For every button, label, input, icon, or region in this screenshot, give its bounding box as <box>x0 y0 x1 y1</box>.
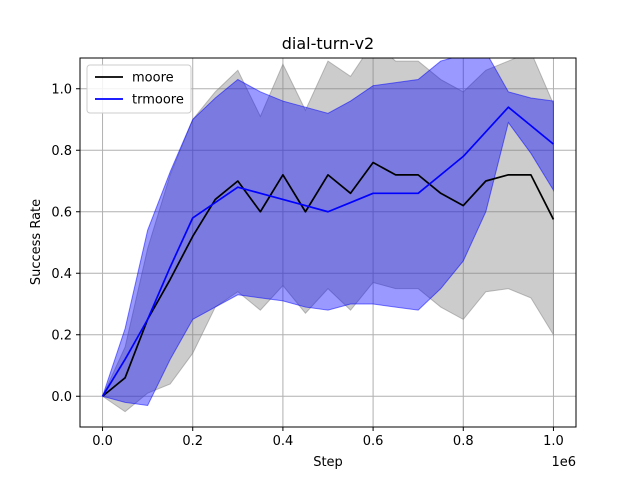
series-lines <box>101 106 555 397</box>
y-tick-label: 0.2 <box>51 328 72 343</box>
x-tick-label: 1.0 <box>543 434 564 449</box>
x-tick-label: 0.0 <box>92 434 113 449</box>
band-trmoore <box>101 58 554 407</box>
x-tick-label: 0.8 <box>453 434 474 449</box>
legend-label-trmoore: trmoore <box>132 93 184 108</box>
x-tick-label: 0.4 <box>273 434 294 449</box>
y-tick-label: 1.0 <box>51 82 72 97</box>
line-moore <box>102 161 555 397</box>
y-axis: 0.0 0.2 0.4 0.6 0.8 1.0 <box>51 82 80 405</box>
x-axis: 0.0 0.2 0.4 0.6 0.8 1.0 <box>92 427 564 449</box>
chart-title: dial-turn-v2 <box>282 34 374 53</box>
y-tick-label: 0.8 <box>51 144 72 159</box>
y-tick-label: 0.4 <box>51 267 72 282</box>
x-axis-offset-label: 1e6 <box>551 455 576 470</box>
y-axis-label: Success Rate <box>29 199 44 285</box>
x-tick-label: 0.6 <box>363 434 384 449</box>
plot-frame <box>79 57 577 428</box>
y-tick-label: 0.0 <box>51 390 72 405</box>
x-axis-label: Step <box>313 455 343 470</box>
line-trmoore <box>101 106 554 397</box>
y-tick-label: 0.6 <box>51 205 72 220</box>
x-tick-label: 0.2 <box>182 434 203 449</box>
legend-label-moore: moore <box>132 71 174 86</box>
legend: moore trmoore <box>86 64 192 114</box>
